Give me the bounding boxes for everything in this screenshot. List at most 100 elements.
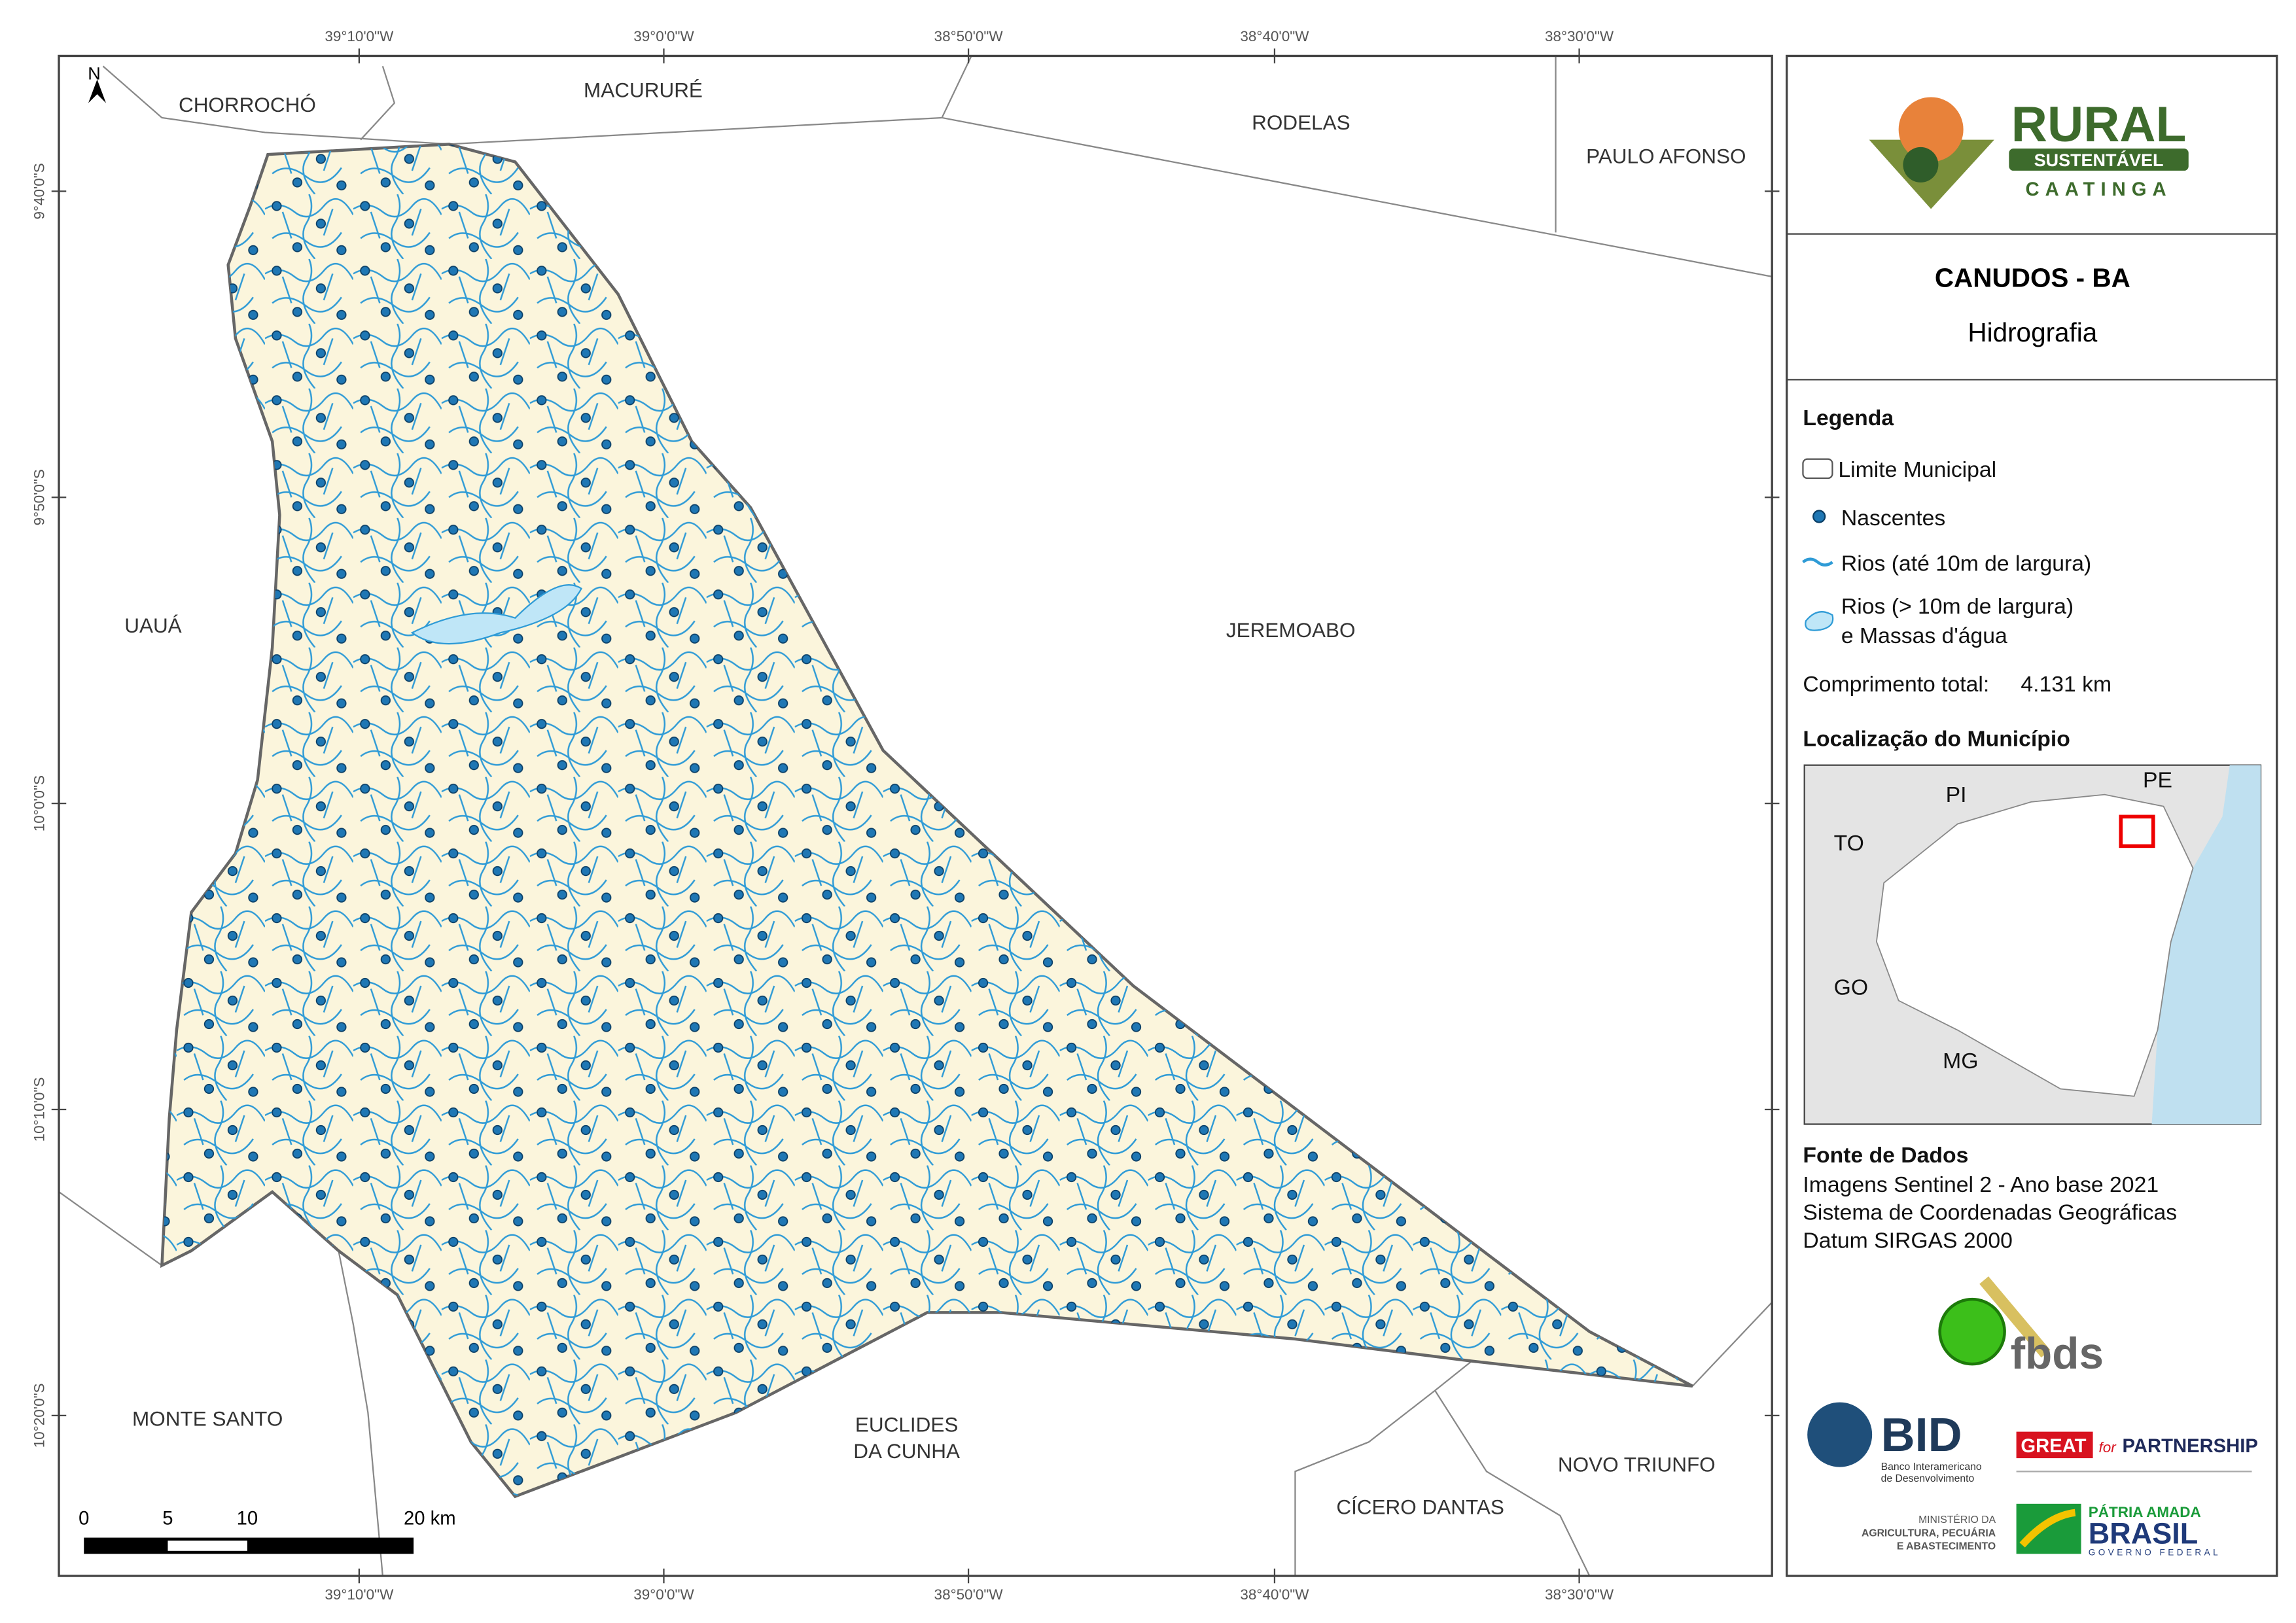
place-label: CHORROCHÓ bbox=[179, 93, 316, 116]
location-inset: PI PE TO GO MG bbox=[1803, 764, 2262, 1125]
inset-ocean bbox=[2151, 765, 2261, 1125]
place-label: JEREMOABO bbox=[1226, 618, 1356, 642]
lon-label: 39°0'0"W bbox=[633, 28, 694, 44]
logo-text: Banco Interamericano bbox=[1881, 1461, 1982, 1473]
logo-text: fbds bbox=[2011, 1329, 2104, 1378]
logo-text: AGRICULTURA, PECUÁRIA bbox=[1862, 1526, 1996, 1539]
inset-state bbox=[1875, 794, 2194, 1097]
lon-label: 38°30'0"W bbox=[1545, 1586, 1614, 1603]
legend-title: Legenda bbox=[1803, 406, 1894, 430]
north-label: N bbox=[88, 63, 101, 83]
logo-text: PARTNERSHIP bbox=[2123, 1436, 2258, 1457]
lat-label: 9°40'0"S bbox=[31, 163, 48, 219]
logo-text: BID bbox=[1881, 1409, 1962, 1461]
logo-text: RURAL bbox=[2011, 97, 2187, 152]
state-label: PI bbox=[1946, 782, 1967, 807]
lon-label: 38°50'0"W bbox=[934, 1586, 1004, 1603]
map-title: CANUDOS - BA bbox=[1935, 263, 2130, 293]
great-logo: GREAT for PARTNERSHIP bbox=[2016, 1431, 2258, 1473]
location-title: Localização do Município bbox=[1803, 726, 2070, 751]
map-frame bbox=[58, 54, 1773, 1577]
place-label: MONTE SANTO bbox=[132, 1407, 283, 1431]
scale-label: 20 km bbox=[404, 1508, 456, 1529]
map: N CHORROCHÓ MACURURÉ RODELAS PAULO AFONS… bbox=[59, 56, 1773, 1577]
legend-label: Rios (> 10m de largura) bbox=[1841, 594, 2074, 619]
lat-label: 9°50'0"S bbox=[31, 469, 48, 525]
logo-text: BRASIL bbox=[2089, 1517, 2198, 1550]
sources-title: Fonte de Dados bbox=[1803, 1143, 1968, 1168]
map-subtitle: Hidrografia bbox=[1968, 317, 2097, 347]
lat-label: 10°20'0"S bbox=[31, 1383, 48, 1448]
legend-label: e Massas d'água bbox=[1841, 623, 2007, 648]
total-label: Comprimento total: bbox=[1803, 672, 1989, 697]
logo-text: for bbox=[2099, 1439, 2117, 1456]
lon-label: 38°40'0"W bbox=[1240, 1586, 1309, 1603]
water-body bbox=[410, 584, 582, 645]
state-label: TO bbox=[1834, 831, 1864, 856]
legend-label: Nascentes bbox=[1841, 506, 1945, 531]
scale-label: 5 bbox=[162, 1508, 173, 1529]
logo-sun bbox=[1898, 97, 1964, 162]
logo-text: de Desenvolvimento bbox=[1881, 1473, 1975, 1484]
logo-text: GREAT bbox=[2021, 1436, 2086, 1457]
legend-swatch bbox=[1805, 611, 1834, 631]
legend-label: Limite Municipal bbox=[1838, 457, 1996, 482]
logo-text: PÁTRIA AMADA bbox=[2089, 1504, 2201, 1520]
legend-label: Rios (até 10m de largura) bbox=[1841, 551, 2091, 576]
legend-swatch bbox=[1802, 557, 1833, 567]
scale-label: 10 bbox=[237, 1508, 258, 1529]
lat-label: 10°10'0"S bbox=[31, 1077, 48, 1142]
place-label: UAUÁ bbox=[124, 614, 181, 637]
scale-label: 0 bbox=[79, 1508, 89, 1529]
rural-logo: RURAL SUSTENTÁVEL CAATINGA bbox=[1869, 97, 2189, 209]
logo-tree bbox=[1903, 147, 1939, 183]
state-label: PE bbox=[2143, 767, 2172, 792]
sources-line: Sistema de Coordenadas Geográficas bbox=[1803, 1200, 2177, 1225]
scale-bar: 0 5 10 20 km bbox=[79, 1508, 456, 1554]
north-arrow bbox=[88, 79, 106, 103]
logo-text: SUSTENTÁVEL bbox=[2034, 150, 2164, 170]
lat-label: 10°0'0"S bbox=[31, 775, 48, 831]
logo-text: MINISTÉRIO DA bbox=[1918, 1513, 1996, 1526]
place-label: EUCLIDES bbox=[855, 1413, 958, 1437]
lon-label: 38°30'0"W bbox=[1545, 28, 1614, 44]
legend-swatch bbox=[1812, 510, 1826, 523]
side-panel: RURAL SUSTENTÁVEL CAATINGA CANUDOS - BA … bbox=[1786, 54, 2278, 1577]
logo-shape bbox=[1979, 1276, 2051, 1358]
logo-text: E ABASTECIMENTO bbox=[1897, 1541, 1996, 1552]
logo-band bbox=[2009, 148, 2189, 171]
lon-label: 39°10'0"W bbox=[325, 1586, 394, 1603]
neighbor-borders bbox=[59, 56, 1773, 1577]
sources-line: Imagens Sentinel 2 - Ano base 2021 bbox=[1803, 1172, 2159, 1197]
logo-shape bbox=[2016, 1431, 2093, 1459]
government-logos: MINISTÉRIO DA AGRICULTURA, PECUÁRIA E AB… bbox=[1862, 1503, 2221, 1558]
logo-shape bbox=[1938, 1297, 2006, 1366]
total-value: 4.131 km bbox=[2021, 672, 2111, 697]
place-label: PAULO AFONSO bbox=[1586, 145, 1746, 168]
place-label: MACURURÉ bbox=[584, 78, 703, 101]
state-label: GO bbox=[1834, 975, 1868, 1000]
logo-shape bbox=[1807, 1402, 1873, 1467]
place-label: RODELAS bbox=[1252, 111, 1350, 134]
place-label: DA CUNHA bbox=[853, 1439, 960, 1463]
sources-line: Datum SIRGAS 2000 bbox=[1803, 1228, 2012, 1253]
lon-label: 39°0'0"W bbox=[633, 1586, 694, 1603]
place-label: NOVO TRIUNFO bbox=[1558, 1452, 1716, 1476]
state-label: MG bbox=[1943, 1049, 1978, 1073]
scale-segment bbox=[168, 1541, 247, 1551]
logo-shape bbox=[2019, 1509, 2076, 1548]
lon-label: 38°50'0"W bbox=[934, 28, 1004, 44]
logo-text: CAATINGA bbox=[2026, 179, 2172, 200]
lon-label: 38°40'0"W bbox=[1240, 28, 1309, 44]
inset-highlight bbox=[2119, 814, 2155, 848]
logo-text: GOVERNO FEDERAL bbox=[2089, 1548, 2221, 1558]
fbds-logo: fbds bbox=[1938, 1276, 2104, 1378]
graticule-ticks bbox=[51, 48, 1780, 1584]
place-label: CÍCERO DANTAS bbox=[1336, 1495, 1504, 1519]
bid-logo: BID Banco Interamericano de Desenvolvime… bbox=[1807, 1402, 1982, 1484]
hydrography bbox=[162, 144, 1693, 1497]
legend-swatch bbox=[1802, 458, 1833, 480]
lon-label: 39°10'0"W bbox=[325, 28, 394, 44]
scale-segment bbox=[84, 1537, 414, 1554]
